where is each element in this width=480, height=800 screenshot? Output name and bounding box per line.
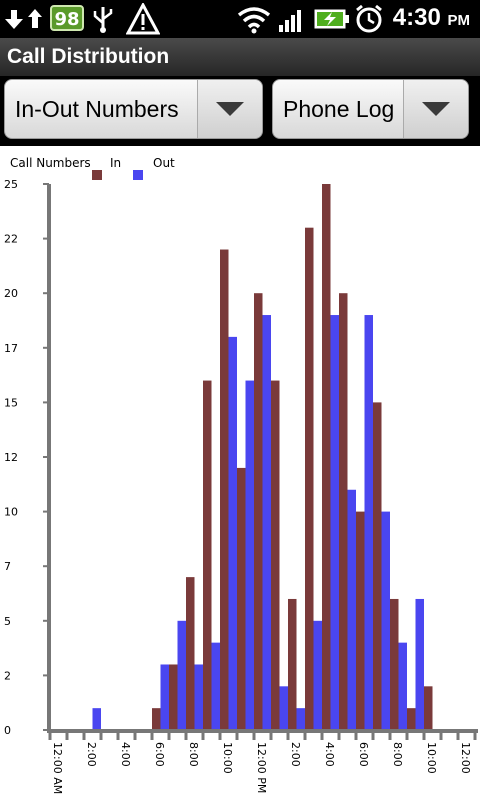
app-title-bar: Call Distribution bbox=[0, 38, 480, 76]
log-source-spinner-value: Phone Log bbox=[283, 96, 395, 122]
y-tick-label: 17 bbox=[4, 342, 18, 355]
bar-out bbox=[415, 598, 424, 730]
log-source-spinner[interactable]: Phone Log bbox=[272, 79, 469, 139]
x-tick-label: 8:00 bbox=[391, 742, 404, 767]
y-tick-label: 0 bbox=[4, 724, 11, 737]
bar-out bbox=[313, 620, 322, 730]
bar-in bbox=[322, 184, 331, 730]
legend-in-label: In bbox=[110, 156, 121, 170]
bar-out bbox=[381, 511, 390, 730]
battery-level: 98 bbox=[54, 9, 80, 30]
y-tick-label: 12 bbox=[4, 451, 18, 464]
bar-out bbox=[279, 686, 288, 730]
bar-out bbox=[364, 315, 373, 730]
bar-out bbox=[330, 315, 339, 730]
bar-in bbox=[169, 664, 178, 730]
chart-title: Call Numbers bbox=[10, 156, 91, 170]
x-tick-label: 6:00 bbox=[357, 742, 370, 767]
bar-out bbox=[245, 380, 254, 730]
x-tick-label: 12:00 AM bbox=[51, 742, 64, 794]
bar-in bbox=[407, 708, 416, 730]
bar-out bbox=[347, 489, 356, 730]
y-tick-label: 5 bbox=[4, 615, 11, 628]
download-icon bbox=[5, 10, 23, 29]
legend-out-swatch bbox=[133, 170, 143, 180]
x-tick-label: 4:00 bbox=[119, 742, 132, 767]
clock-ampm: PM bbox=[447, 12, 471, 29]
clock-time: 4:30 bbox=[392, 4, 441, 31]
x-tick-label: 10:00 bbox=[221, 742, 234, 774]
chart-legend: Call Numbers In Out bbox=[10, 156, 175, 180]
bar-out bbox=[194, 664, 203, 730]
bar-out bbox=[160, 664, 169, 730]
x-tick-label: 12:00 PM bbox=[255, 742, 268, 793]
bar-series bbox=[92, 184, 433, 730]
bar-out bbox=[296, 708, 305, 730]
y-tick-label: 25 bbox=[4, 178, 18, 191]
bar-in bbox=[373, 402, 382, 730]
chevron-down-icon[interactable] bbox=[197, 80, 262, 138]
bar-out bbox=[92, 708, 101, 730]
x-tick-label: 6:00 bbox=[153, 742, 166, 767]
bar-in bbox=[237, 467, 246, 730]
y-tick-label: 15 bbox=[4, 396, 18, 409]
y-tick-label: 20 bbox=[4, 287, 18, 300]
x-tick-label: 2:00 bbox=[85, 742, 98, 767]
charging-battery-icon bbox=[314, 9, 349, 29]
x-tick-label: 10:00 bbox=[425, 742, 438, 774]
number-type-spinner[interactable]: In-Out Numbers bbox=[4, 79, 263, 139]
y-tick-label: 7 bbox=[4, 560, 11, 573]
bar-in bbox=[254, 293, 263, 730]
bar-out bbox=[177, 620, 186, 730]
bar-out bbox=[262, 315, 271, 730]
bar-in bbox=[356, 511, 365, 730]
x-tick-label: 2:00 bbox=[289, 742, 302, 767]
status-bar: 98 4:30 PM bbox=[0, 0, 480, 38]
warning-icon bbox=[126, 3, 160, 35]
chart-axes bbox=[43, 183, 478, 740]
x-tick-label: 8:00 bbox=[187, 742, 200, 767]
filter-bar: In-Out Numbers Phone Log bbox=[0, 76, 480, 146]
bar-in bbox=[390, 598, 399, 730]
status-clock: 4:30 PM bbox=[393, 4, 470, 32]
wifi-icon bbox=[237, 7, 271, 34]
bar-in bbox=[152, 708, 161, 730]
bar-in bbox=[203, 380, 212, 730]
bar-in bbox=[288, 598, 297, 730]
bar-in bbox=[339, 293, 348, 730]
bar-in bbox=[305, 227, 314, 730]
alarm-icon bbox=[356, 4, 382, 33]
chevron-down-icon[interactable] bbox=[403, 80, 468, 138]
bar-out bbox=[398, 642, 407, 730]
y-tick-label: 10 bbox=[4, 506, 18, 519]
bar-in bbox=[186, 577, 195, 730]
signal-icon bbox=[279, 10, 301, 32]
battery-icon: 98 bbox=[50, 5, 84, 31]
page-title: Call Distribution bbox=[7, 45, 170, 68]
bar-in bbox=[271, 380, 280, 730]
number-type-spinner-value: In-Out Numbers bbox=[15, 96, 179, 122]
bar-out bbox=[228, 336, 237, 730]
y-tick-label: 22 bbox=[4, 233, 18, 246]
x-axis-tick-labels: 12:00 AM 2:00 4:00 6:00 8:00 10:00 12:00 PM 2:0… bbox=[51, 742, 472, 794]
x-tick-label: 4:00 bbox=[323, 742, 336, 767]
usb-icon bbox=[93, 7, 113, 33]
legend-out-label: Out bbox=[153, 156, 175, 170]
bar-in bbox=[220, 249, 229, 730]
bar-out bbox=[211, 642, 220, 730]
x-tick-label: 12:00 bbox=[459, 742, 472, 774]
bar-in bbox=[424, 686, 433, 730]
legend-in-swatch bbox=[92, 170, 102, 180]
y-tick-label: 2 bbox=[4, 669, 11, 682]
arrow-up-icon bbox=[28, 9, 42, 28]
